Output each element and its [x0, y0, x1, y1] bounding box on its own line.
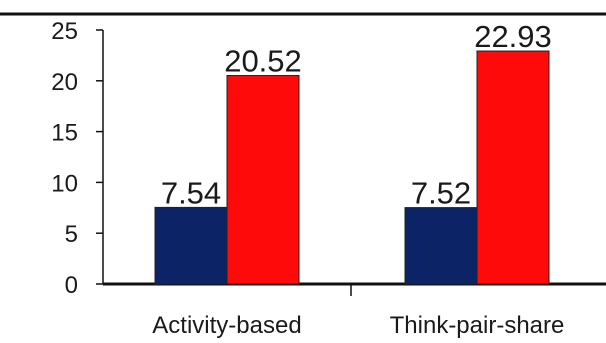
y-tick-label: 20 — [51, 69, 78, 96]
bar-data-label: 7.54 — [161, 175, 221, 210]
bar-data-label: 20.52 — [224, 44, 302, 79]
bar-series-2-think-pair-share — [476, 50, 550, 285]
bar-series-group: 7.54 7.52 20.52 22.93 — [154, 19, 552, 285]
bar-series-2-activity-based — [226, 75, 300, 285]
bar-data-label: 22.93 — [474, 19, 552, 54]
y-tick-label: 10 — [51, 170, 78, 197]
y-tick-label: 25 — [51, 18, 78, 45]
bar-series-1-think-pair-share — [404, 207, 478, 285]
bar-data-label: 7.52 — [411, 176, 471, 211]
x-category-label: Activity-based — [152, 312, 301, 338]
x-category-label: Think-pair-share — [390, 312, 565, 338]
y-tick-label: 5 — [65, 221, 78, 248]
y-tick-label: 15 — [51, 120, 78, 147]
bar-series-1-activity-based — [154, 206, 228, 285]
y-axis-ticks: 0 5 10 15 20 25 — [51, 18, 103, 299]
x-axis-category-labels: Activity-based Think-pair-share — [152, 312, 565, 339]
y-tick-label: 0 — [65, 272, 78, 299]
